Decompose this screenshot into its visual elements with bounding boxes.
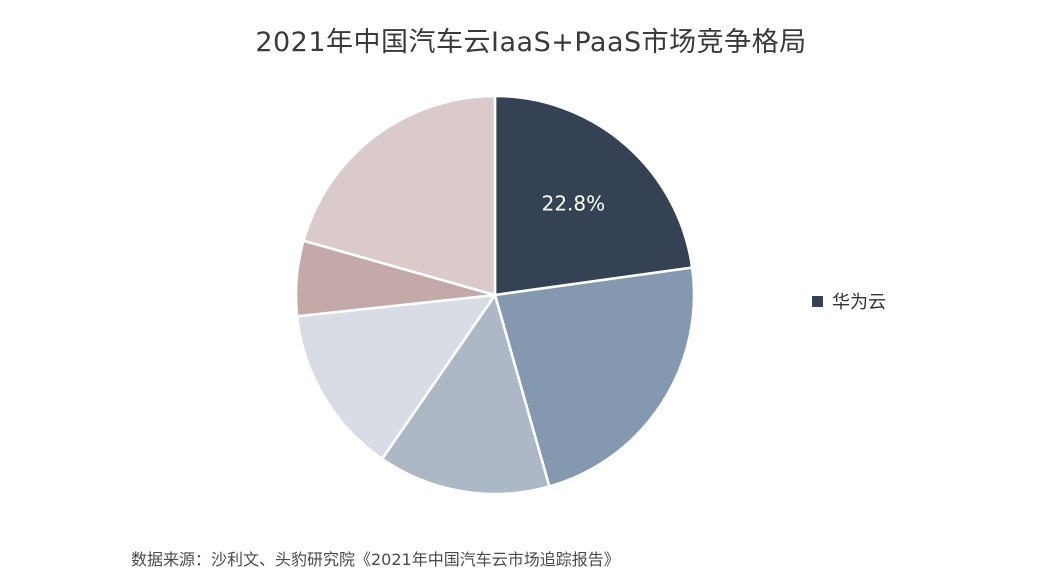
pie-slice-1	[493, 94, 694, 297]
pie-slices	[294, 94, 696, 496]
pie-slice-3	[380, 293, 551, 496]
legend-label: 华为云	[832, 292, 886, 313]
pie-slice-6	[302, 94, 497, 297]
legend: 华为云	[812, 288, 886, 314]
pie-slice-4	[295, 293, 497, 461]
chart-title: 2021年中国汽车云IaaS+PaaS市场竞争格局	[255, 27, 807, 58]
source-note: 数据来源：沙利文、头豹研究院《2021年中国汽车云市场追踪报告》	[131, 550, 620, 569]
legend-swatch	[812, 295, 823, 307]
pie-slice-labels: 22.8%	[542, 191, 606, 215]
slice-label-1: 22.8%	[542, 191, 606, 215]
pie-slice-2	[493, 266, 696, 488]
